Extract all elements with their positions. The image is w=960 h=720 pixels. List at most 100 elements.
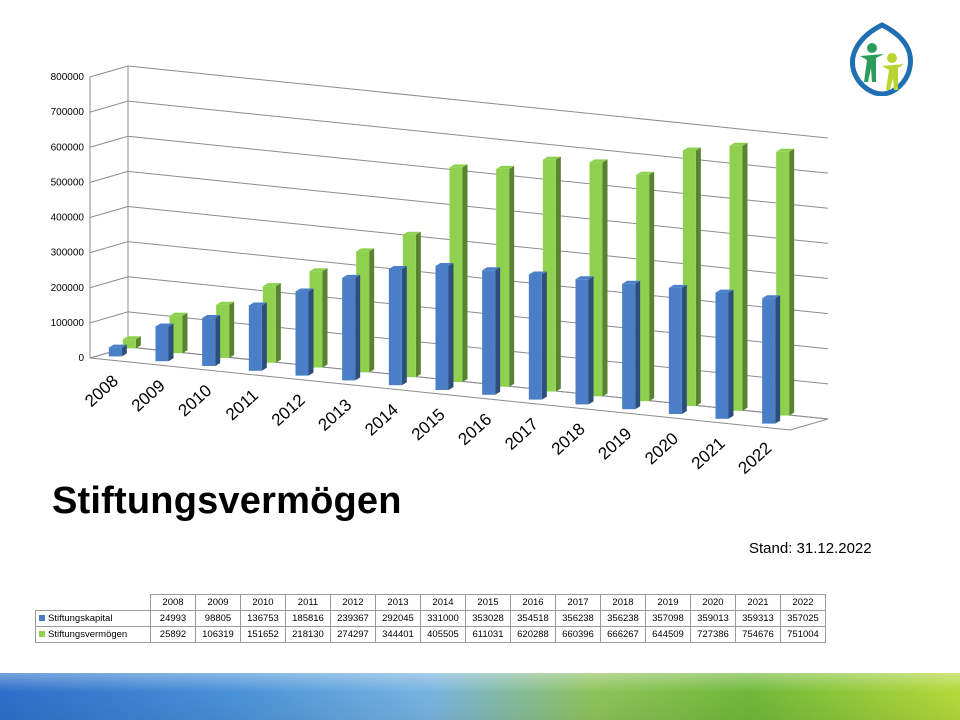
bar-top bbox=[575, 276, 594, 280]
foundation-logo bbox=[850, 22, 913, 96]
x-tick-label: 2019 bbox=[595, 424, 636, 463]
bar-side bbox=[322, 268, 328, 368]
bar-top bbox=[715, 289, 734, 293]
table-cell: 620288 bbox=[510, 626, 556, 643]
table-cell: 644509 bbox=[645, 626, 691, 643]
bar-top bbox=[682, 147, 701, 151]
bar-side bbox=[168, 323, 174, 362]
table-header-cell: 2019 bbox=[645, 594, 691, 611]
x-tick-label: 2009 bbox=[128, 376, 169, 415]
bar-front bbox=[715, 292, 729, 419]
y-tick-label: 0 bbox=[78, 353, 84, 364]
table-cell: 292045 bbox=[375, 610, 421, 627]
table-row-label: Stiftungskapital bbox=[35, 610, 151, 627]
bar-side bbox=[369, 248, 375, 373]
bar-side bbox=[588, 276, 594, 405]
bar-top bbox=[295, 288, 314, 292]
y-tick-label: 100000 bbox=[51, 318, 85, 329]
bar-side bbox=[555, 156, 561, 392]
y-tick-label: 700000 bbox=[51, 107, 85, 118]
table-header-cell: 2011 bbox=[285, 594, 331, 611]
bar-front bbox=[668, 287, 682, 414]
legend-label-vermoegen: Stiftungsvermögen bbox=[48, 629, 128, 640]
bar-side bbox=[229, 301, 235, 358]
x-tick-label: 2013 bbox=[315, 395, 356, 434]
bar-top bbox=[528, 271, 547, 275]
gridline-depth bbox=[89, 65, 129, 78]
bar-side bbox=[541, 271, 547, 400]
x-tick-label: 2017 bbox=[501, 414, 542, 453]
gridline bbox=[127, 100, 829, 174]
y-tick-label: 400000 bbox=[51, 213, 85, 224]
bar-side bbox=[602, 159, 608, 397]
bar-2008-vermoegen bbox=[122, 336, 141, 349]
table-cell: 25892 bbox=[150, 626, 196, 643]
bar-2014-kapital bbox=[388, 265, 407, 386]
x-tick-label: 2011 bbox=[222, 386, 262, 425]
bar-2008-kapital bbox=[108, 344, 127, 357]
gridline bbox=[127, 206, 829, 280]
page-title: Stiftungsvermögen bbox=[52, 480, 402, 522]
bar-top bbox=[435, 263, 454, 267]
x-tick-label: 2020 bbox=[641, 429, 682, 468]
bar-top bbox=[482, 267, 501, 271]
table-cell: 98805 bbox=[195, 610, 241, 627]
table-row-label: Stiftungsvermögen bbox=[35, 626, 151, 643]
table-cell: 151652 bbox=[240, 626, 286, 643]
bar-top bbox=[169, 312, 188, 316]
x-tick-label: 2008 bbox=[81, 371, 122, 410]
table-cell: 666267 bbox=[600, 626, 646, 643]
table-cell: 357098 bbox=[645, 610, 691, 627]
table-header-cell: 2021 bbox=[735, 594, 781, 611]
bar-2022-kapital bbox=[762, 295, 781, 424]
bar-2009-kapital bbox=[155, 323, 174, 362]
bar-side bbox=[789, 148, 795, 416]
gridline-depth bbox=[89, 100, 129, 113]
bar-top bbox=[248, 302, 267, 306]
stand-date: Stand: 31.12.2022 bbox=[749, 540, 872, 557]
bar-side bbox=[275, 283, 281, 363]
x-tick-label: 2012 bbox=[268, 390, 309, 429]
bar-front bbox=[575, 279, 589, 405]
bar-front bbox=[482, 270, 496, 395]
bar-top bbox=[589, 159, 608, 163]
gridline bbox=[127, 311, 829, 385]
bar-side bbox=[695, 147, 701, 406]
bar-side bbox=[261, 302, 267, 371]
bar-front bbox=[762, 298, 776, 424]
bar-2011-kapital bbox=[248, 302, 267, 371]
table-cell: 185816 bbox=[285, 610, 331, 627]
bar-side bbox=[182, 312, 188, 354]
bar-side bbox=[415, 231, 421, 378]
bar-side bbox=[401, 265, 407, 386]
bar-2017-kapital bbox=[528, 271, 547, 400]
table-row-vermoegen: Stiftungsvermögen 25892 106319 151652 21… bbox=[35, 626, 826, 643]
bar-front bbox=[122, 339, 136, 349]
table-cell: 359013 bbox=[690, 610, 736, 627]
y-tick-label: 300000 bbox=[51, 248, 85, 259]
bar-top bbox=[309, 268, 328, 272]
bar-front bbox=[622, 283, 636, 410]
table-header-cell: 2014 bbox=[420, 594, 466, 611]
table-header-cell: 2009 bbox=[195, 594, 241, 611]
bar-side bbox=[635, 280, 641, 410]
table-row-kapital: Stiftungskapital 24993 98805 136753 1858… bbox=[35, 610, 826, 627]
chart-bars bbox=[108, 142, 795, 424]
bar-front bbox=[435, 266, 449, 390]
gridline-depth bbox=[89, 241, 129, 254]
bar-2013-kapital bbox=[342, 274, 361, 381]
gridline bbox=[127, 241, 829, 315]
table-cell: 136753 bbox=[240, 610, 286, 627]
gridline-depth bbox=[89, 206, 129, 219]
table-header-cell: 2017 bbox=[555, 594, 601, 611]
bar-2019-kapital bbox=[622, 280, 641, 410]
gridline bbox=[127, 276, 829, 350]
bar-front bbox=[388, 268, 402, 386]
table-cell: 356238 bbox=[600, 610, 646, 627]
bar-side bbox=[462, 164, 468, 382]
gridline-depth bbox=[89, 135, 129, 148]
gridline bbox=[127, 65, 829, 139]
bar-front bbox=[528, 274, 542, 400]
y-tick-label: 500000 bbox=[51, 177, 85, 188]
bar-front bbox=[155, 326, 169, 362]
